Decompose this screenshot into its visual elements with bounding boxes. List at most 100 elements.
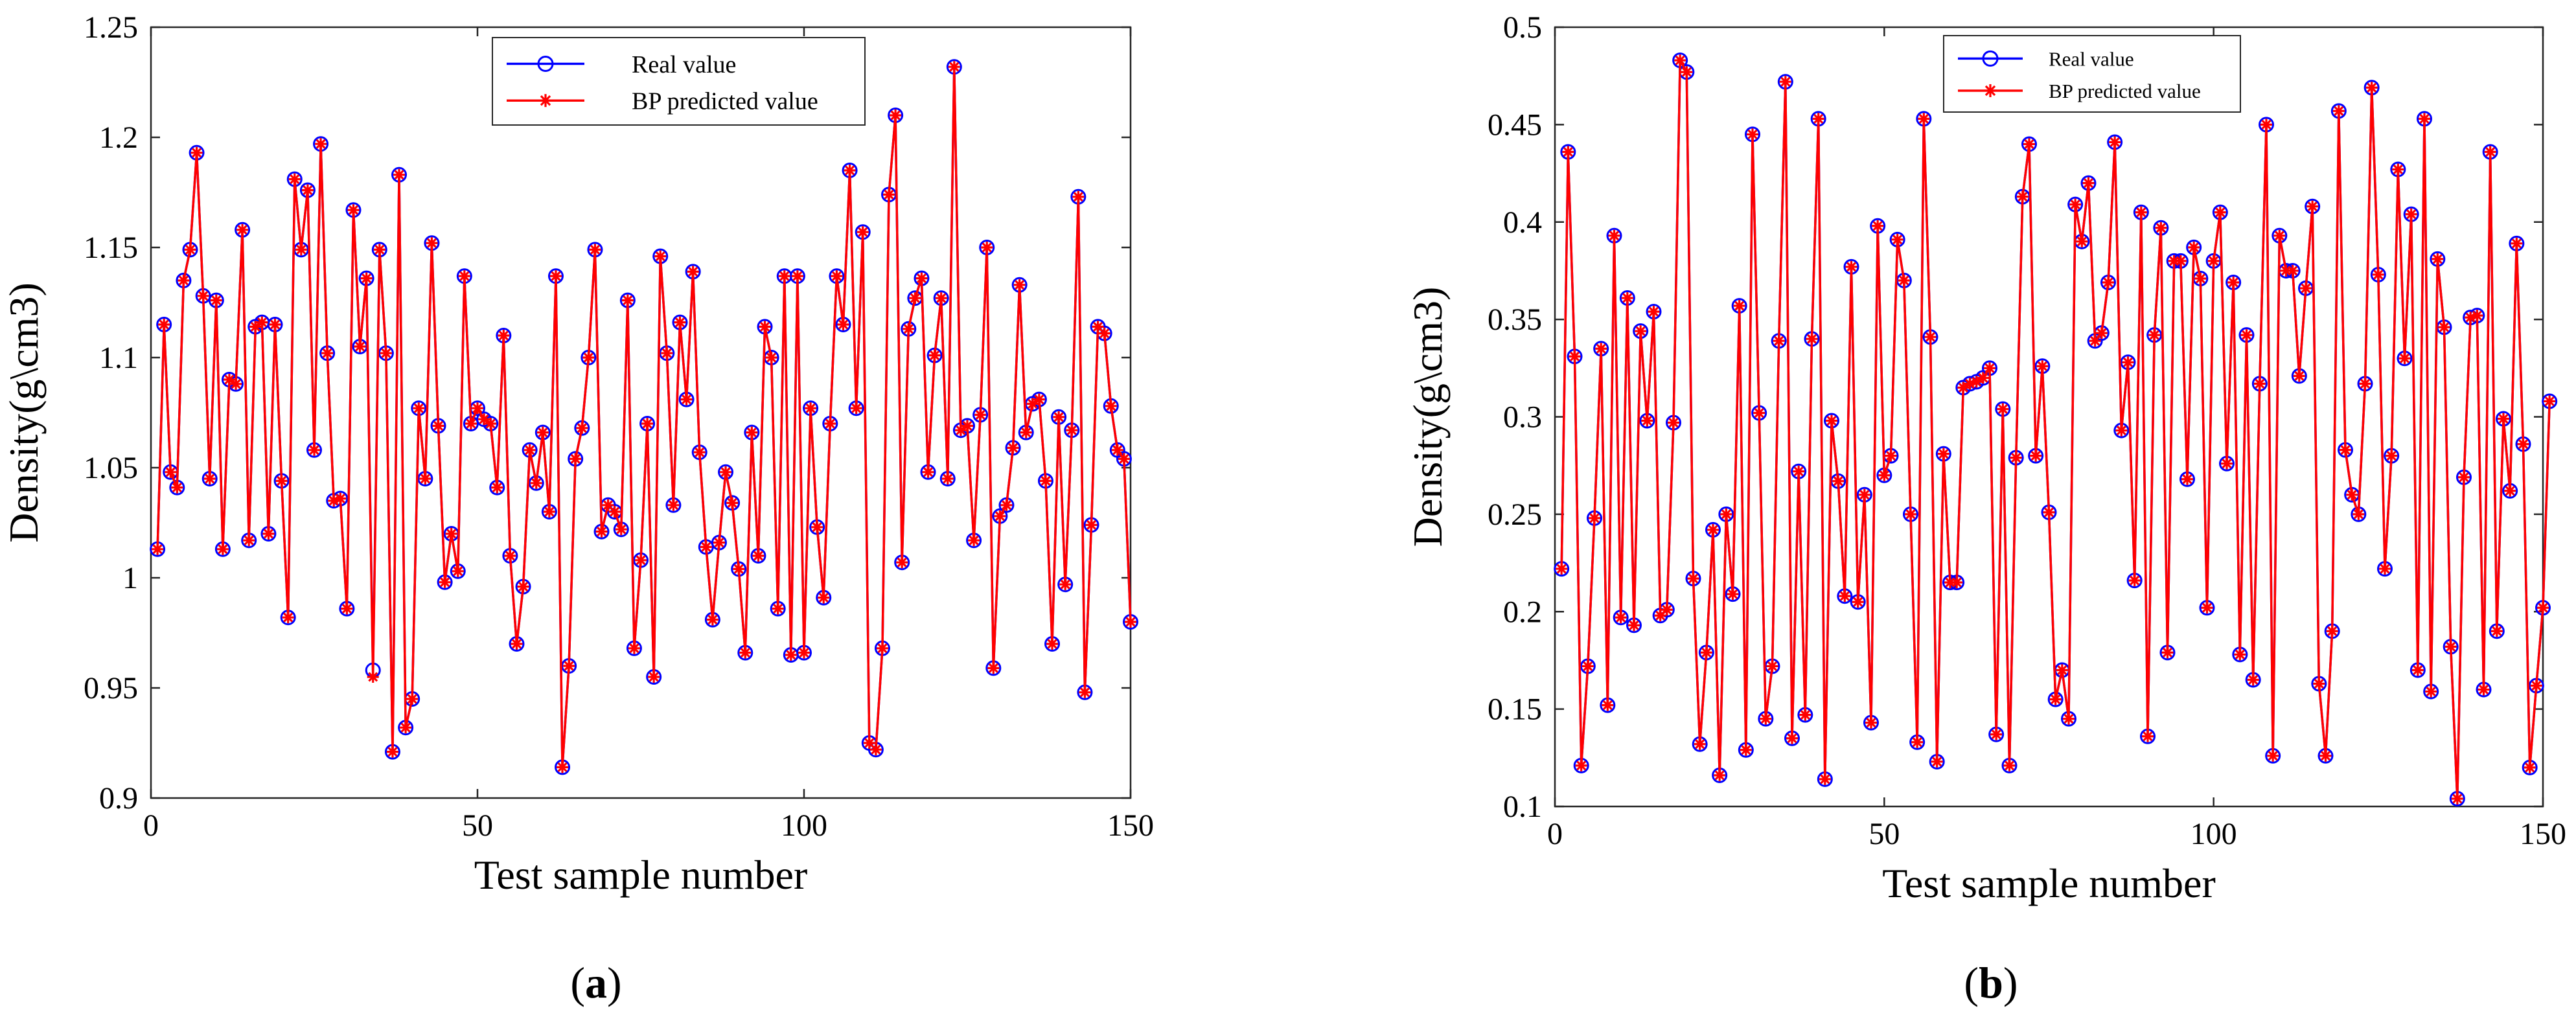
legend-label: BP predicted value bbox=[2049, 80, 2201, 102]
predicted-value-point bbox=[2260, 119, 2272, 131]
legend-circle-marker bbox=[1982, 50, 1999, 67]
chart-panel-a: 0 50 100 150 0.9 0.95 1 1.05 1.1 1.15 1.2 1.25 Test … bbox=[1, 10, 1154, 898]
predicted-value-point bbox=[2340, 444, 2351, 456]
predicted-value-point bbox=[798, 646, 810, 659]
legend-box bbox=[1943, 35, 2241, 113]
predicted-value-point bbox=[974, 409, 987, 421]
predicted-value-point bbox=[517, 580, 529, 593]
predicted-value-point bbox=[824, 418, 836, 429]
y-tick-label: 1.15 bbox=[84, 231, 138, 265]
predicted-value-point bbox=[1066, 424, 1078, 437]
predicted-value-point bbox=[1931, 755, 1943, 768]
predicted-value-point bbox=[2504, 485, 2516, 497]
panel-label-b-text: b bbox=[1979, 958, 2003, 1007]
predicted-value-point bbox=[360, 272, 373, 284]
predicted-value-point bbox=[472, 402, 483, 415]
predicted-value-point bbox=[2016, 190, 2029, 203]
predicted-value-point bbox=[2221, 457, 2233, 470]
predicted-value-point bbox=[308, 444, 320, 456]
predicted-value-point bbox=[249, 321, 262, 333]
predicted-value-point bbox=[1098, 327, 1110, 339]
predicted-value-point bbox=[1674, 54, 1686, 67]
predicted-value-point bbox=[1589, 512, 1600, 524]
predicted-value-point bbox=[903, 323, 915, 335]
predicted-value-point bbox=[2530, 680, 2542, 692]
predicted-value-point bbox=[1687, 573, 1699, 585]
predicted-value-point bbox=[883, 188, 895, 201]
predicted-value-point bbox=[2326, 625, 2338, 637]
predicted-value-point bbox=[1885, 450, 1897, 462]
predicted-value-point bbox=[648, 671, 660, 683]
y-tick-label: 1.1 bbox=[99, 341, 138, 375]
y-axis-label: Density(g\cm3) bbox=[1, 282, 47, 543]
predicted-value-point bbox=[2128, 575, 2141, 587]
predicted-value-point bbox=[661, 347, 673, 360]
predicted-value-point bbox=[2247, 674, 2259, 686]
predicted-value-point bbox=[2398, 352, 2411, 365]
predicted-value-point bbox=[2490, 625, 2503, 637]
predicted-value-point bbox=[928, 349, 941, 361]
panel-label-b: (b) bbox=[1964, 958, 2018, 1007]
predicted-value-point bbox=[426, 237, 438, 249]
predicted-value-point bbox=[2201, 602, 2213, 614]
predicted-value-point bbox=[465, 418, 477, 429]
predicted-value-point bbox=[413, 402, 425, 415]
panel-label-a: (a) bbox=[570, 958, 622, 1007]
predicted-value-point bbox=[1562, 146, 1574, 158]
predicted-value-point bbox=[1826, 415, 1837, 427]
predicted-value-point bbox=[2392, 163, 2404, 176]
predicted-value-point bbox=[1819, 773, 1831, 785]
predicted-value-point bbox=[1681, 66, 1693, 78]
predicted-value-point bbox=[458, 270, 470, 282]
x-tick-label: 0 bbox=[1547, 817, 1563, 851]
predicted-value-point bbox=[2458, 471, 2470, 483]
predicted-value-point bbox=[1727, 588, 1739, 600]
predicted-value-point bbox=[256, 316, 268, 328]
predicted-value-point bbox=[994, 510, 1006, 522]
predicted-value-point bbox=[595, 525, 608, 538]
predicted-value-point bbox=[948, 61, 960, 73]
predicted-value-point bbox=[1013, 279, 1026, 291]
y-tick-label: 0.1 bbox=[1503, 790, 1542, 824]
predicted-value-point bbox=[961, 420, 973, 432]
legend-label: BP predicted value bbox=[632, 88, 818, 115]
panel-label-a-text: a bbox=[585, 958, 607, 1007]
predicted-value-point bbox=[354, 341, 366, 352]
predicted-value-point bbox=[1615, 611, 1627, 624]
predicted-value-point bbox=[295, 244, 307, 256]
predicted-value-point bbox=[1858, 488, 1870, 501]
predicted-value-point bbox=[1118, 453, 1130, 465]
predicted-value-point bbox=[190, 146, 203, 159]
predicted-value-point bbox=[2411, 664, 2424, 676]
predicted-value-point bbox=[1111, 444, 1123, 456]
predicted-value-point bbox=[569, 453, 582, 465]
predicted-value-point bbox=[1694, 738, 1706, 750]
predicted-value-point bbox=[674, 316, 686, 328]
predicted-value-point bbox=[896, 556, 908, 569]
predicted-value-point bbox=[334, 492, 347, 505]
series-bp-predicted-value bbox=[1556, 54, 2556, 805]
predicted-value-point bbox=[1628, 619, 1640, 632]
predicted-value-point bbox=[2524, 761, 2536, 773]
legend: Real value BP predicted value bbox=[492, 37, 866, 126]
predicted-value-point bbox=[2306, 200, 2319, 212]
predicted-value-point bbox=[498, 330, 510, 341]
y-axis-label: Density(g\cm3) bbox=[1405, 287, 1451, 547]
predicted-value-point bbox=[262, 528, 275, 540]
y-tick-label: 1.25 bbox=[84, 10, 138, 45]
predicted-value-point bbox=[1786, 732, 1798, 744]
predicted-value-point bbox=[1085, 519, 1098, 531]
predicted-value-point bbox=[478, 413, 490, 426]
predicted-value-point bbox=[1648, 306, 1660, 318]
predicted-value-point bbox=[1556, 563, 1568, 575]
predicted-value-point bbox=[2286, 264, 2299, 277]
predicted-value-point bbox=[2082, 177, 2095, 189]
x-axis-label: Test sample number bbox=[474, 852, 808, 898]
predicted-value-point bbox=[746, 426, 758, 439]
y-tick-label: 0.5 bbox=[1503, 10, 1542, 45]
predicted-value-point bbox=[1033, 393, 1045, 405]
y-tick-label: 1.2 bbox=[99, 120, 138, 155]
predicted-value-point bbox=[485, 418, 497, 429]
predicted-value-point bbox=[968, 534, 980, 547]
legend-asterisk-marker bbox=[1984, 84, 1997, 97]
